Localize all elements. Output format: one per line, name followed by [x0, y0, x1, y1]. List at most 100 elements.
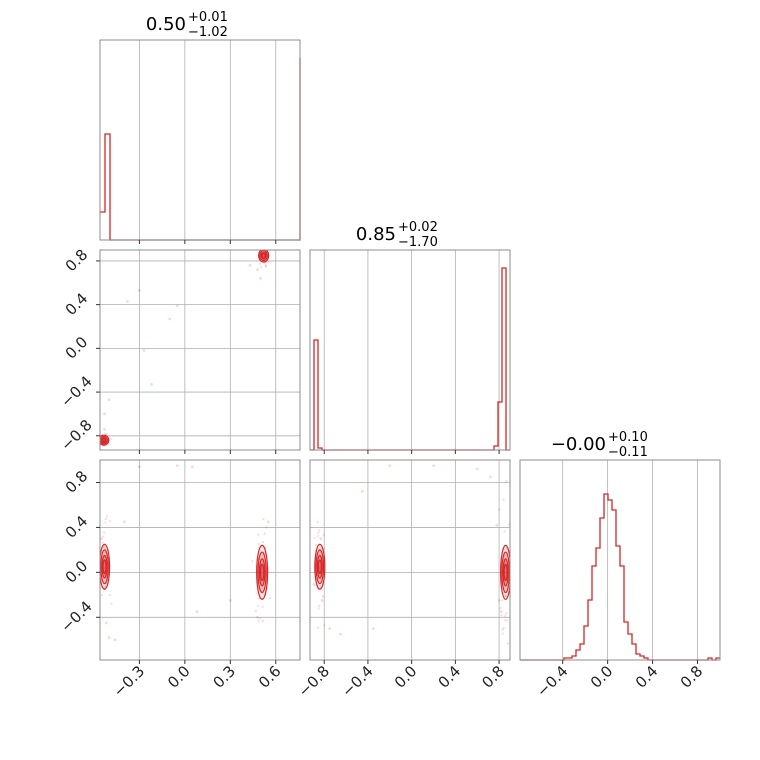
contour-2-1-0-3: [317, 559, 322, 575]
param-title-plus-2: +0.10: [608, 430, 648, 445]
cluster-sample-2-1-1-7: [503, 614, 507, 618]
xtick-label-0-0: −0.3: [110, 662, 148, 700]
cluster-sample-2-0-0-5: [103, 545, 106, 548]
cluster-sample-2-1-1-1: [510, 581, 512, 583]
pair-marks-2-1: [312, 464, 513, 645]
xtick-label-2-3: 0.8: [677, 662, 707, 692]
param-title-2: −0.00: [551, 434, 606, 455]
cluster-sample-2-0-0-24: [105, 514, 109, 518]
hist-frame-2: [519, 459, 721, 661]
cluster-sample-2-0-1-30: [259, 617, 262, 620]
cluster-sample-1-0-1-12: [264, 242, 266, 244]
cluster-sample-2-0-1-0: [261, 619, 265, 623]
xtick-label-0-1: 0.0: [164, 662, 194, 692]
ytick-label-2-3: 0.8: [62, 467, 92, 497]
cluster-sample-2-1-1-24: [501, 599, 504, 602]
cluster-sample-1-0-1-38: [264, 245, 266, 247]
cluster-sample-2-1-0-12: [314, 543, 318, 547]
cluster-sample-2-1-0-18: [318, 565, 322, 568]
param-title-plus-1: +0.02: [398, 220, 438, 235]
ytick-label-1-1: −0.4: [57, 372, 95, 410]
scatter-point-1-0-8: [248, 263, 252, 267]
scatter-point-1-0-0: [103, 427, 106, 431]
scatter-point-2-0-8: [228, 599, 232, 602]
cluster-sample-2-0-1-24: [257, 533, 260, 536]
cluster-sample-2-1-0-27: [316, 626, 320, 629]
cluster-sample-2-1-0-0: [318, 604, 321, 608]
cluster-sample-2-1-0-36: [316, 521, 319, 524]
contour-2-0-1-3: [259, 563, 265, 582]
cluster-sample-2-1-1-8: [503, 619, 507, 622]
cluster-sample-2-0-0-13: [104, 517, 108, 521]
cluster-sample-2-0-0-25: [100, 593, 104, 597]
cluster-sample-2-0-0-29: [103, 586, 106, 589]
xtick-label-1-4: 0.8: [478, 662, 508, 692]
contour-1-0-0-3: [101, 438, 106, 443]
hist-frame-0: [99, 39, 301, 241]
scatter-point-1-0-10: [103, 412, 106, 416]
cluster-sample-2-0-1-28: [251, 559, 254, 563]
cluster-sample-2-1-1-34: [500, 613, 503, 617]
cluster-sample-1-0-1-26: [258, 262, 262, 266]
scatter-point-2-0-2: [107, 636, 111, 639]
cluster-sample-2-1-0-37: [317, 607, 320, 610]
ytick-label-1-2: 0.0: [62, 333, 92, 363]
cluster-sample-2-1-0-10: [313, 536, 316, 540]
cluster-sample-2-1-1-19: [511, 641, 513, 643]
scatter-point-1-0-9: [256, 268, 259, 272]
param-title-1: 0.85: [356, 224, 396, 245]
param-title-minus-0: −1.02: [188, 25, 228, 40]
ytick-label-1-3: 0.4: [62, 289, 92, 319]
pair-panel-2-0: −0.4 0.0 0.4 0.8: [57, 459, 301, 664]
cluster-sample-2-1-1-14: [501, 628, 504, 631]
pair-panel-1-0: −0.8 −0.4 0.0 0.4 0.8: [57, 230, 301, 455]
xtick-label-2-1: 0.0: [587, 662, 617, 692]
cluster-sample-2-0-1-20: [265, 526, 268, 529]
cluster-sample-2-1-1-15: [498, 508, 501, 511]
cluster-sample-1-0-1-3: [264, 262, 267, 265]
cluster-sample-2-0-1-31: [257, 604, 260, 607]
cluster-sample-2-1-1-22: [504, 594, 507, 598]
scatter-point-2-1-8: [488, 475, 492, 479]
pair-frame-2-1: [309, 459, 511, 661]
cluster-sample-1-0-1-22: [261, 230, 263, 232]
scatter-point-1-0-2: [125, 299, 129, 303]
cluster-sample-1-0-0-30: [104, 432, 107, 435]
xtick-label-2-0: −0.4: [533, 662, 571, 700]
cluster-sample-2-0-1-10: [254, 609, 257, 613]
cluster-sample-2-0-0-18: [110, 602, 113, 605]
scatter-point-2-1-9: [495, 523, 499, 527]
scatter-point-1-0-5: [150, 383, 153, 386]
cluster-sample-2-1-0-5: [318, 529, 321, 532]
cluster-sample-2-0-0-20: [101, 541, 104, 545]
cluster-sample-2-0-0-26: [108, 520, 112, 523]
cluster-sample-2-1-0-16: [323, 624, 326, 627]
cluster-sample-2-1-1-18: [503, 530, 506, 533]
hist-line-2: [520, 493, 720, 661]
scatter-point-2-0-10: [256, 615, 259, 619]
cluster-sample-1-0-1-23: [266, 243, 268, 245]
hist-panel-2: −0.00 +0.10−0.11: [519, 430, 721, 664]
scatter-point-2-1-1: [320, 599, 324, 602]
scatter-point-2-1-3: [339, 632, 343, 636]
cluster-sample-2-0-0-32: [102, 535, 105, 538]
scatter-point-1-0-11: [259, 277, 263, 280]
cluster-sample-2-1-1-5: [504, 594, 508, 598]
cluster-sample-2-0-1-8: [257, 542, 260, 546]
xtick-label-1-3: 0.4: [435, 662, 465, 692]
hist-panel-1: 0.85 +0.02−1.70: [309, 220, 511, 454]
cluster-sample-2-1-1-0: [502, 498, 505, 501]
cluster-sample-2-0-1-36: [261, 540, 265, 544]
cluster-sample-2-1-1-36: [506, 619, 509, 622]
xtick-label-1-2: 0.0: [391, 662, 421, 692]
cluster-sample-1-0-1-30: [266, 246, 268, 248]
cluster-sample-2-1-1-27: [506, 642, 510, 645]
scatter-point-2-1-11: [499, 610, 503, 614]
cluster-sample-2-0-1-6: [263, 532, 266, 535]
scatter-point-2-0-0: [122, 520, 126, 524]
pair-marks-2-0: [100, 464, 272, 642]
cluster-sample-2-1-0-7: [321, 595, 325, 598]
scatter-point-2-0-7: [195, 610, 199, 614]
cluster-sample-2-1-1-31: [501, 632, 504, 635]
contour-2-1-1-3: [503, 563, 508, 582]
